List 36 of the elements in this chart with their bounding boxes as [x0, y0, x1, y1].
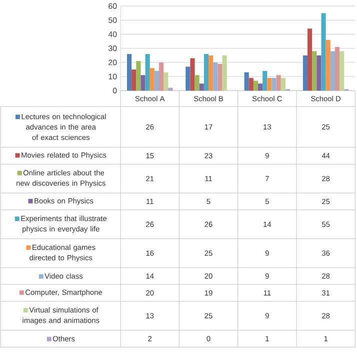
bar — [164, 72, 168, 91]
bar — [267, 78, 272, 91]
bar — [140, 75, 146, 91]
bar — [334, 46, 340, 91]
bar — [136, 61, 141, 91]
bar — [307, 28, 312, 91]
bar — [316, 55, 322, 91]
bar — [262, 70, 268, 91]
bar — [126, 54, 132, 91]
bar — [204, 54, 208, 91]
bar — [330, 51, 335, 91]
bar — [145, 54, 150, 91]
bar — [326, 40, 330, 91]
bar — [194, 75, 200, 91]
bar — [302, 55, 308, 91]
bar — [154, 70, 159, 91]
bar — [280, 78, 286, 91]
bar — [248, 78, 254, 91]
bar — [186, 66, 190, 91]
bar — [218, 64, 222, 91]
bar — [276, 75, 281, 91]
bar — [213, 62, 218, 91]
bar — [158, 62, 164, 91]
bar — [253, 80, 258, 91]
bar — [132, 69, 136, 91]
bar — [272, 78, 276, 91]
bar — [339, 51, 344, 91]
bar — [199, 84, 204, 91]
bar — [312, 51, 317, 91]
bar — [244, 72, 249, 91]
bar — [222, 55, 227, 91]
bar — [258, 84, 263, 91]
bar — [150, 68, 154, 91]
bar — [321, 13, 326, 91]
bar — [190, 58, 195, 91]
bar — [208, 55, 214, 91]
